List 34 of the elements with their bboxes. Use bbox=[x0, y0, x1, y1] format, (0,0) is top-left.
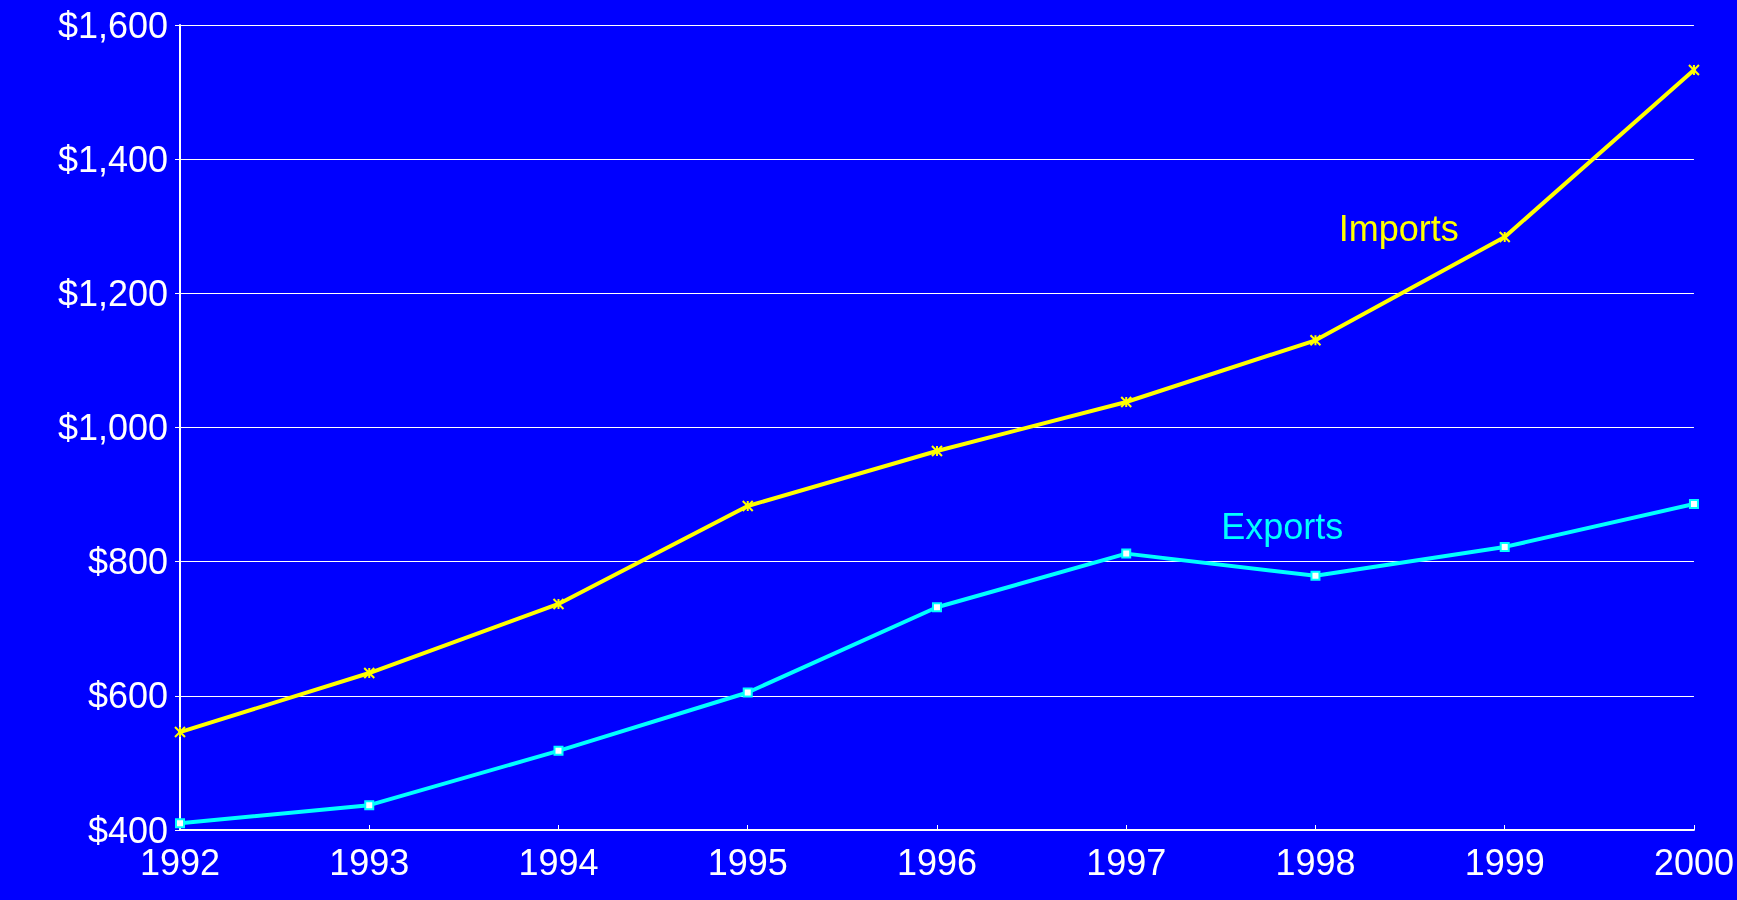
series-label: Imports bbox=[1338, 208, 1459, 250]
point bbox=[1499, 541, 1510, 552]
y-tick-label: $1,200 bbox=[57, 272, 168, 314]
x-tick-label: 2000 bbox=[1653, 841, 1734, 883]
point bbox=[363, 667, 376, 680]
x-tick-label: 1999 bbox=[1464, 841, 1545, 883]
y-tick-label: $1,600 bbox=[57, 4, 168, 46]
x-tick-label: 1995 bbox=[707, 841, 788, 883]
y-tick-label: $800 bbox=[87, 541, 168, 583]
point bbox=[553, 745, 564, 756]
point bbox=[741, 499, 754, 512]
point bbox=[1120, 396, 1133, 409]
point bbox=[1121, 548, 1132, 559]
point bbox=[174, 726, 186, 739]
point bbox=[1687, 63, 1700, 76]
x-tick-label: 1998 bbox=[1275, 841, 1356, 883]
y-tick-label: $1,400 bbox=[57, 138, 168, 180]
series-label: Exports bbox=[1221, 506, 1344, 548]
y-tick-label: $1,000 bbox=[57, 407, 168, 448]
x-tick-label: 1996 bbox=[896, 841, 978, 883]
point bbox=[930, 444, 943, 457]
point bbox=[931, 602, 942, 613]
point bbox=[552, 597, 565, 610]
point bbox=[364, 800, 375, 811]
point bbox=[175, 818, 185, 829]
point bbox=[1310, 570, 1321, 581]
y-tick-label: $600 bbox=[87, 675, 168, 717]
x-tick-label: 1997 bbox=[1086, 841, 1167, 883]
point bbox=[742, 687, 753, 698]
point bbox=[1309, 334, 1322, 347]
point bbox=[1688, 498, 1699, 509]
x-tick-label: 1994 bbox=[518, 841, 599, 883]
point bbox=[1498, 230, 1511, 243]
x-tick-label: 1993 bbox=[329, 841, 410, 883]
